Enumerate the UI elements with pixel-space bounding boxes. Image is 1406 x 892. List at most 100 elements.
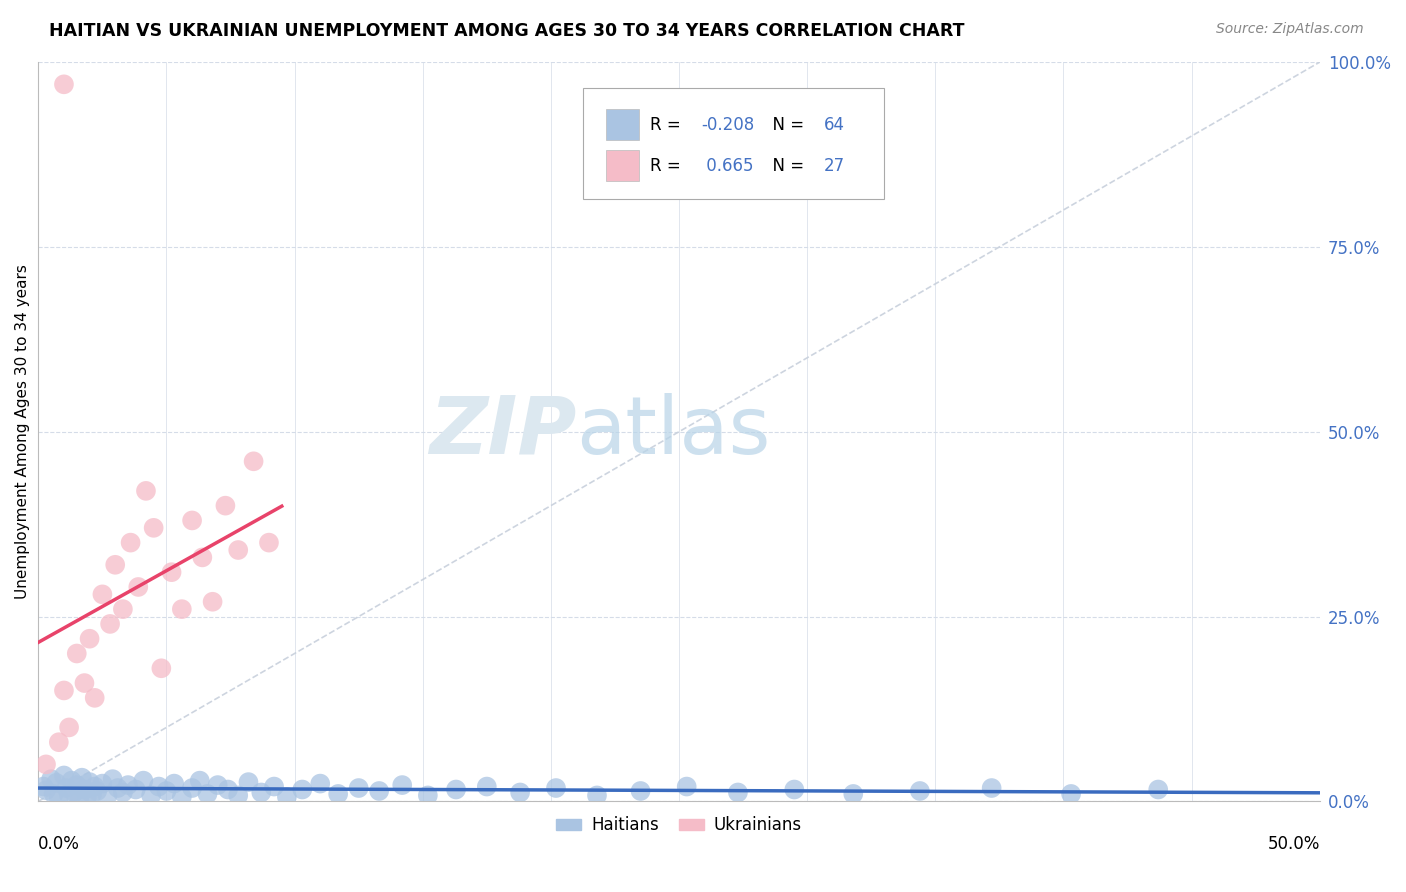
Point [42, 787, 65, 801]
Point [79, 632, 101, 646]
Point [70, 771, 93, 785]
Text: ZIP: ZIP [429, 392, 576, 471]
Point [111, 602, 134, 616]
Text: Source: ZipAtlas.com: Source: ZipAtlas.com [1216, 22, 1364, 37]
Text: 0.0%: 0.0% [38, 835, 80, 853]
Point [163, 776, 186, 790]
Point [98, 616, 121, 631]
Point [139, 789, 162, 803]
Legend: Haitians, Ukrainians: Haitians, Ukrainians [550, 810, 808, 841]
Point [91, 587, 114, 601]
Text: HAITIAN VS UKRAINIAN UNEMPLOYMENT AMONG AGES 30 TO 34 YEARS CORRELATION CHART: HAITIAN VS UKRAINIAN UNEMPLOYMENT AMONG … [49, 22, 965, 40]
Point [82, 787, 104, 801]
Point [48, 790, 70, 805]
Point [586, 789, 609, 803]
Point [257, 535, 280, 549]
Point [181, 513, 204, 527]
FancyBboxPatch shape [583, 88, 884, 199]
Point [45, 776, 67, 790]
Point [52, 683, 75, 698]
Point [52, 768, 75, 782]
Point [60, 773, 83, 788]
Point [727, 785, 749, 799]
Point [276, 789, 298, 804]
Text: N =: N = [762, 157, 810, 175]
Point [263, 780, 285, 794]
Point [1147, 782, 1170, 797]
Point [107, 780, 129, 795]
Point [32, 780, 55, 794]
Point [217, 782, 239, 797]
Point [347, 780, 370, 795]
Point [83, 780, 105, 794]
Y-axis label: Unemployment Among Ages 30 to 34 years: Unemployment Among Ages 30 to 34 years [15, 264, 30, 599]
Point [475, 780, 498, 794]
Point [96, 789, 118, 803]
Point [170, 602, 193, 616]
Point [391, 778, 413, 792]
Point [160, 565, 183, 579]
FancyBboxPatch shape [606, 150, 640, 181]
Point [226, 789, 249, 803]
Point [79, 775, 101, 789]
Point [207, 778, 229, 792]
Point [58, 789, 80, 803]
Point [39, 772, 62, 786]
Point [86, 784, 108, 798]
Point [67, 791, 90, 805]
Point [309, 776, 332, 790]
Point [197, 787, 219, 801]
Point [191, 550, 214, 565]
Point [35, 783, 58, 797]
Point [63, 785, 86, 799]
Point [111, 785, 134, 799]
Point [120, 535, 142, 549]
Text: 27: 27 [824, 157, 845, 175]
Point [291, 782, 314, 797]
Point [188, 773, 211, 788]
Point [76, 789, 98, 804]
Text: N =: N = [762, 116, 810, 134]
Point [444, 782, 467, 797]
Point [170, 789, 193, 804]
Point [181, 780, 204, 795]
Point [783, 782, 806, 797]
Point [83, 690, 105, 705]
Point [238, 775, 260, 789]
Point [101, 772, 124, 786]
Text: 64: 64 [824, 116, 845, 134]
Text: 0.665: 0.665 [700, 157, 754, 175]
Point [908, 784, 931, 798]
Point [980, 780, 1002, 795]
Point [201, 595, 224, 609]
Point [66, 778, 89, 792]
Point [73, 782, 96, 797]
Point [132, 773, 155, 788]
Point [55, 780, 77, 795]
Text: R =: R = [650, 157, 686, 175]
Point [35, 757, 58, 772]
Text: atlas: atlas [576, 392, 770, 471]
Point [66, 647, 89, 661]
Point [150, 661, 173, 675]
Point [91, 776, 114, 790]
Point [117, 778, 139, 792]
Point [127, 580, 149, 594]
FancyBboxPatch shape [606, 110, 640, 141]
Point [675, 780, 697, 794]
Point [73, 676, 96, 690]
Point [328, 787, 350, 801]
Point [630, 784, 652, 798]
Point [368, 784, 391, 798]
Point [842, 787, 865, 801]
Point [52, 78, 75, 92]
Point [104, 558, 127, 572]
Point [48, 735, 70, 749]
Point [544, 780, 567, 795]
Point [155, 784, 177, 798]
Point [509, 785, 531, 799]
Point [148, 780, 170, 794]
Point [125, 782, 148, 797]
Text: -0.208: -0.208 [700, 116, 754, 134]
Point [142, 521, 165, 535]
